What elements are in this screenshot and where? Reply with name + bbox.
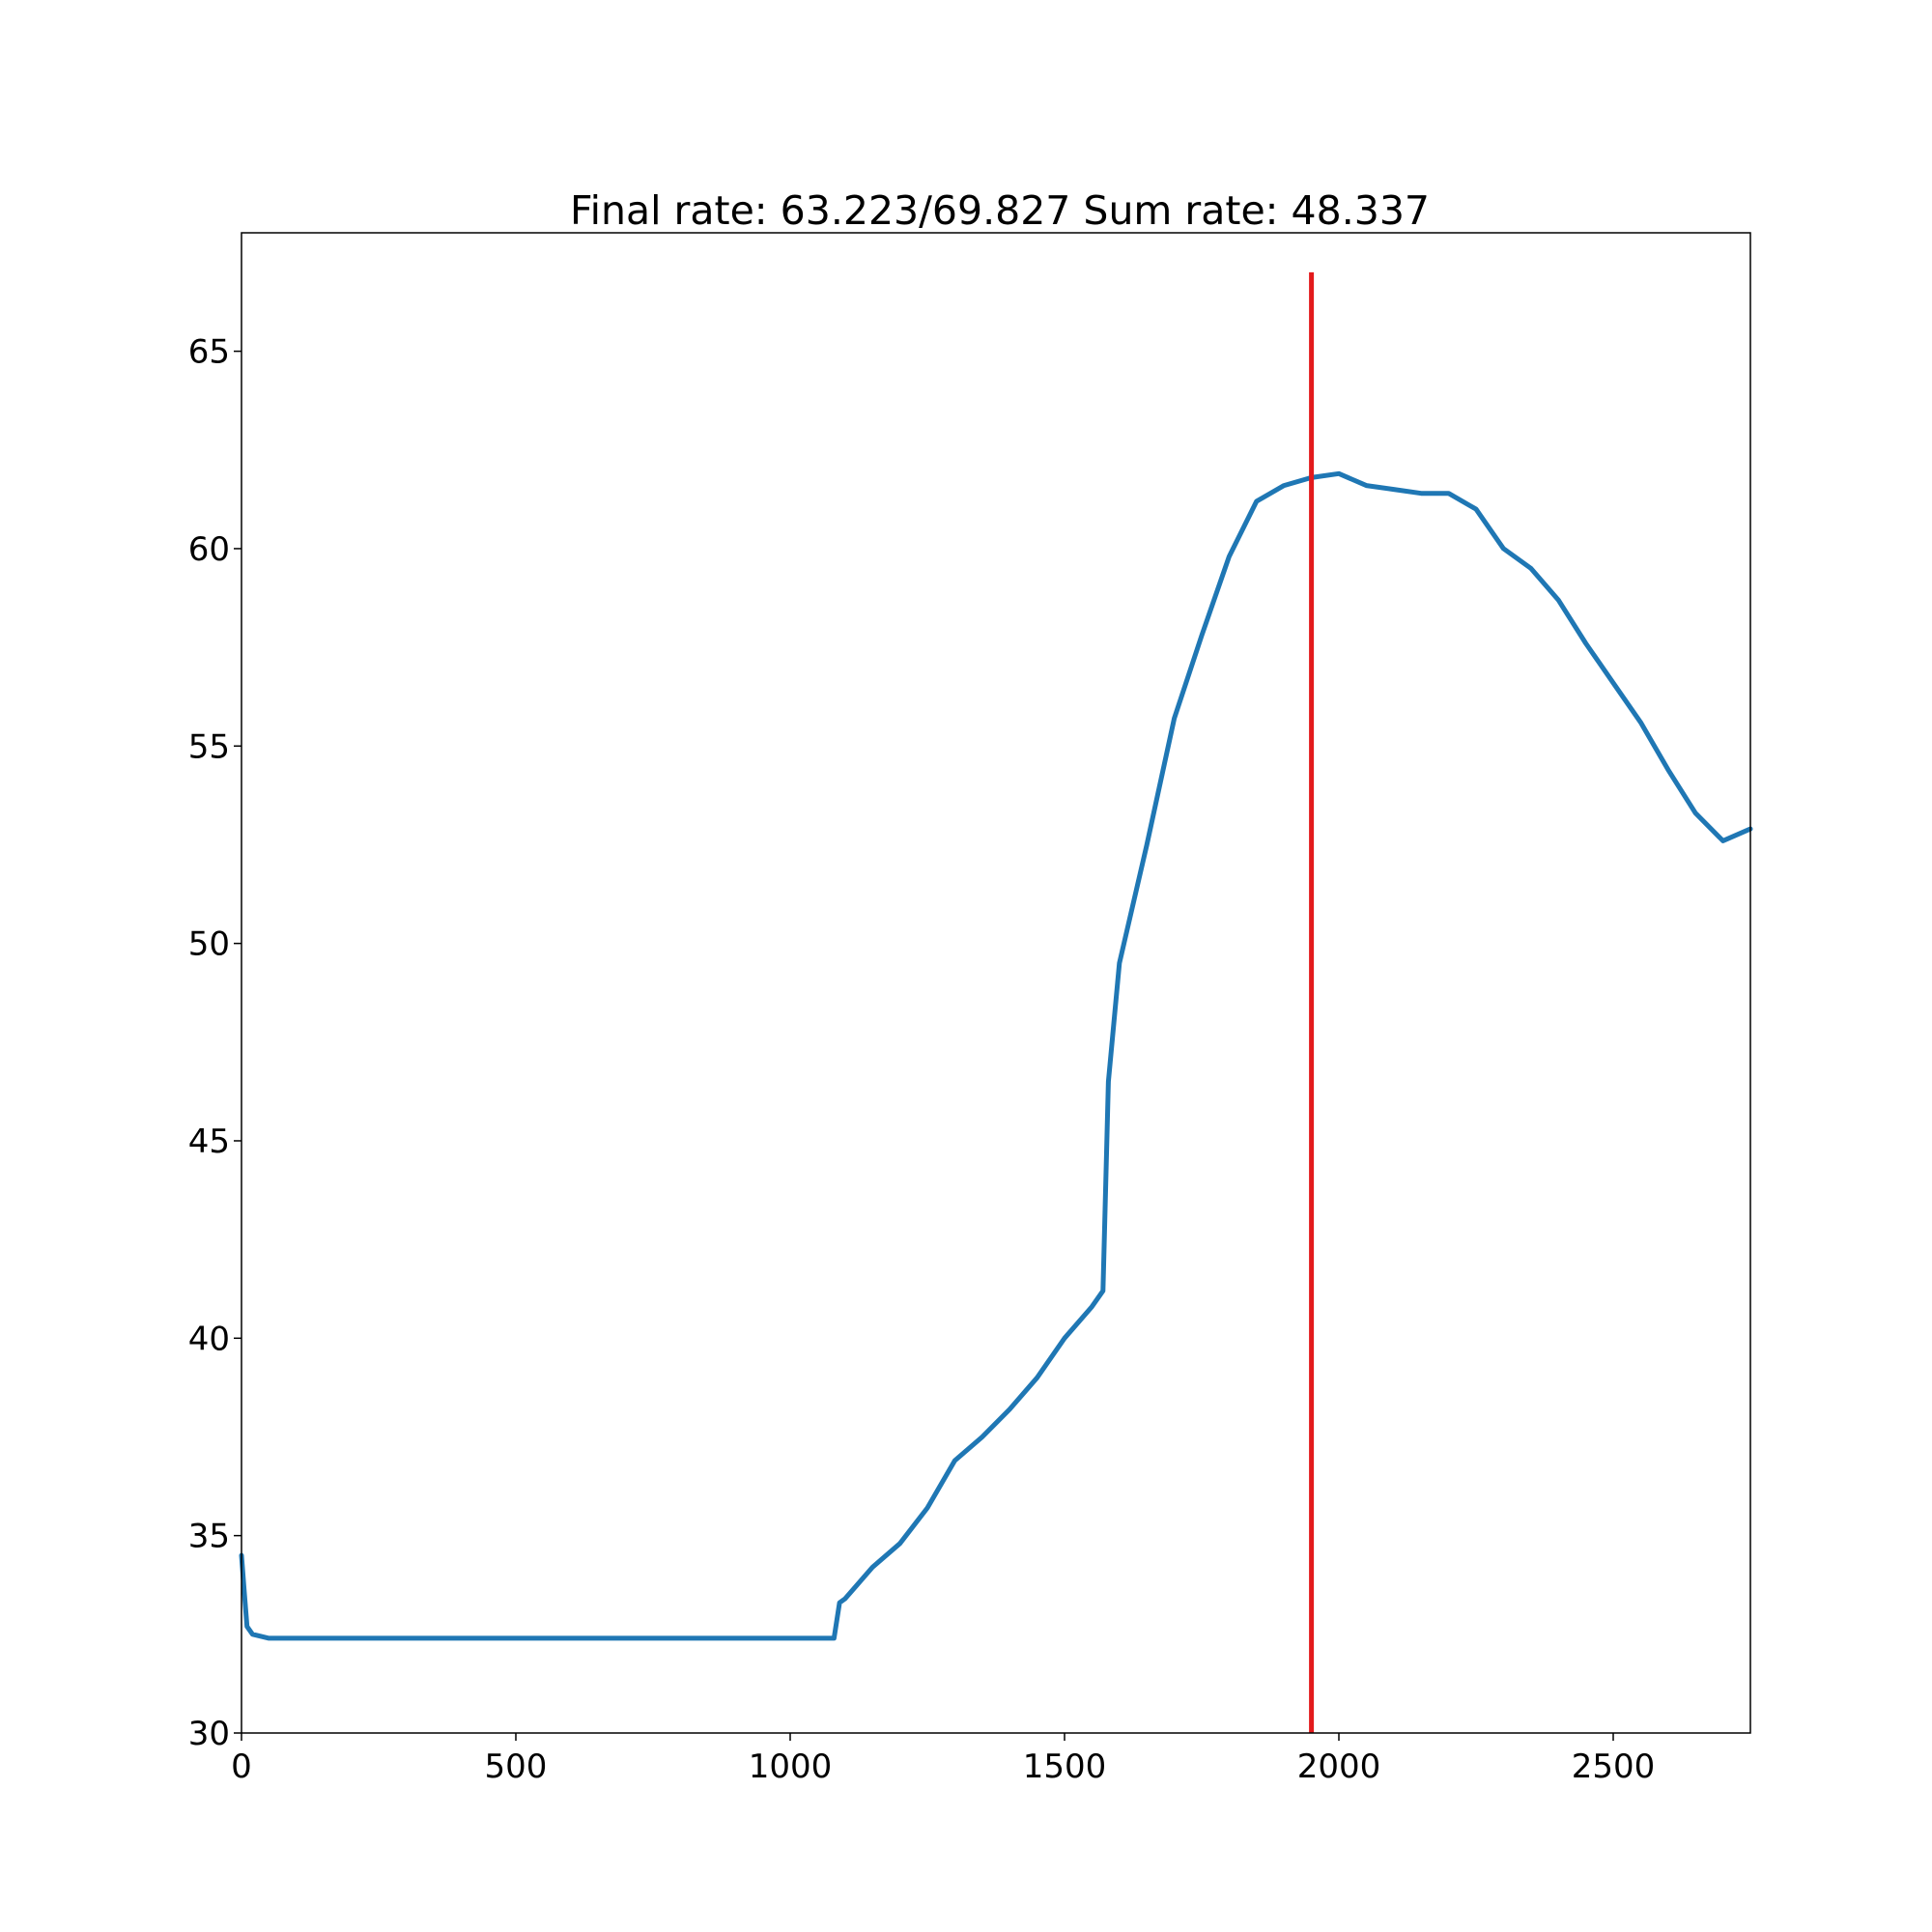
x-tick-label: 2000 bbox=[1297, 1747, 1381, 1786]
chart-title: Final rate: 63.223/69.827 Sum rate: 48.3… bbox=[570, 187, 1430, 234]
y-tick-label: 55 bbox=[188, 727, 230, 766]
x-tick-label: 2500 bbox=[1572, 1747, 1656, 1786]
y-tick-label: 40 bbox=[188, 1320, 230, 1358]
y-tick-label: 60 bbox=[188, 530, 230, 569]
y-tick-label: 45 bbox=[188, 1122, 230, 1161]
x-tick-label: 1000 bbox=[749, 1747, 833, 1786]
y-tick-label: 35 bbox=[188, 1518, 230, 1556]
y-tick-label: 30 bbox=[188, 1715, 230, 1753]
x-tick-label: 1500 bbox=[1023, 1747, 1107, 1786]
y-tick-label: 50 bbox=[188, 925, 230, 964]
y-tick-label: 65 bbox=[188, 333, 230, 372]
series-line-0 bbox=[239, 470, 1753, 1641]
x-tick-label: 0 bbox=[231, 1747, 252, 1786]
plot-frame bbox=[241, 232, 1751, 1734]
x-tick-label: 500 bbox=[485, 1747, 548, 1786]
